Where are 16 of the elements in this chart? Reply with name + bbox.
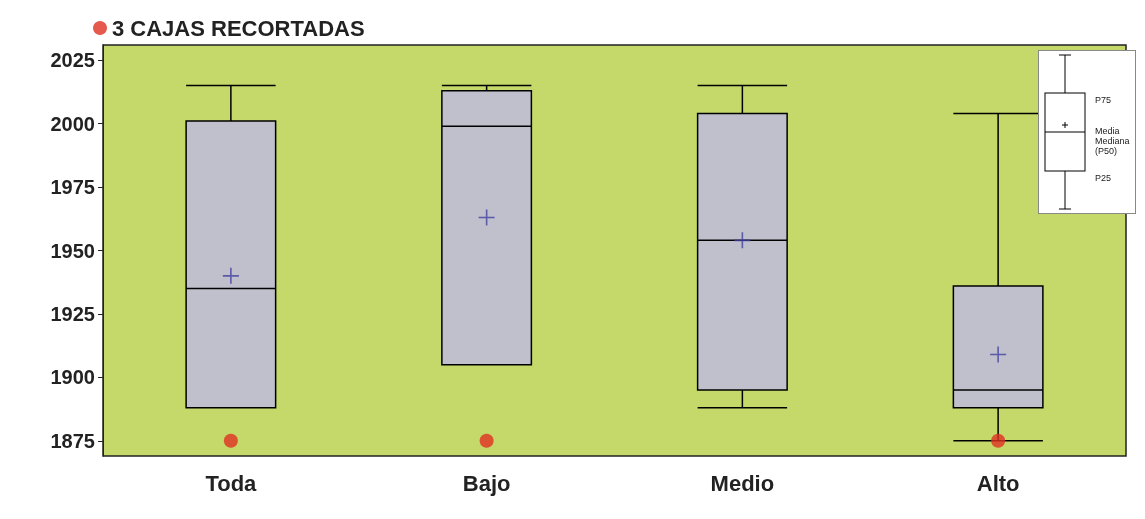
x-tick-label: Medio bbox=[710, 470, 775, 496]
annotation: Mediana (P50) bbox=[1095, 136, 1131, 156]
x-tick-label: Bajo bbox=[462, 470, 511, 496]
annotation: Media bbox=[1095, 126, 1121, 136]
y-tick-label: 1925 bbox=[50, 302, 95, 325]
x-tick-label: Alto bbox=[976, 470, 1020, 496]
y-tick-label: 2000 bbox=[50, 112, 95, 135]
y-tick-label: 1875 bbox=[50, 429, 95, 452]
y-tick-label: 2025 bbox=[50, 49, 95, 72]
x-tick-label: Toda bbox=[205, 470, 258, 496]
annotation: P25 bbox=[1095, 173, 1112, 183]
y-tick-label: 1975 bbox=[50, 176, 95, 199]
y-tick-label: 1950 bbox=[50, 239, 95, 262]
annotation: P75 bbox=[1095, 95, 1112, 105]
y-tick-label: 1900 bbox=[50, 366, 95, 389]
legend-label: 3 CAJAS RECORTADAS bbox=[112, 15, 365, 41]
